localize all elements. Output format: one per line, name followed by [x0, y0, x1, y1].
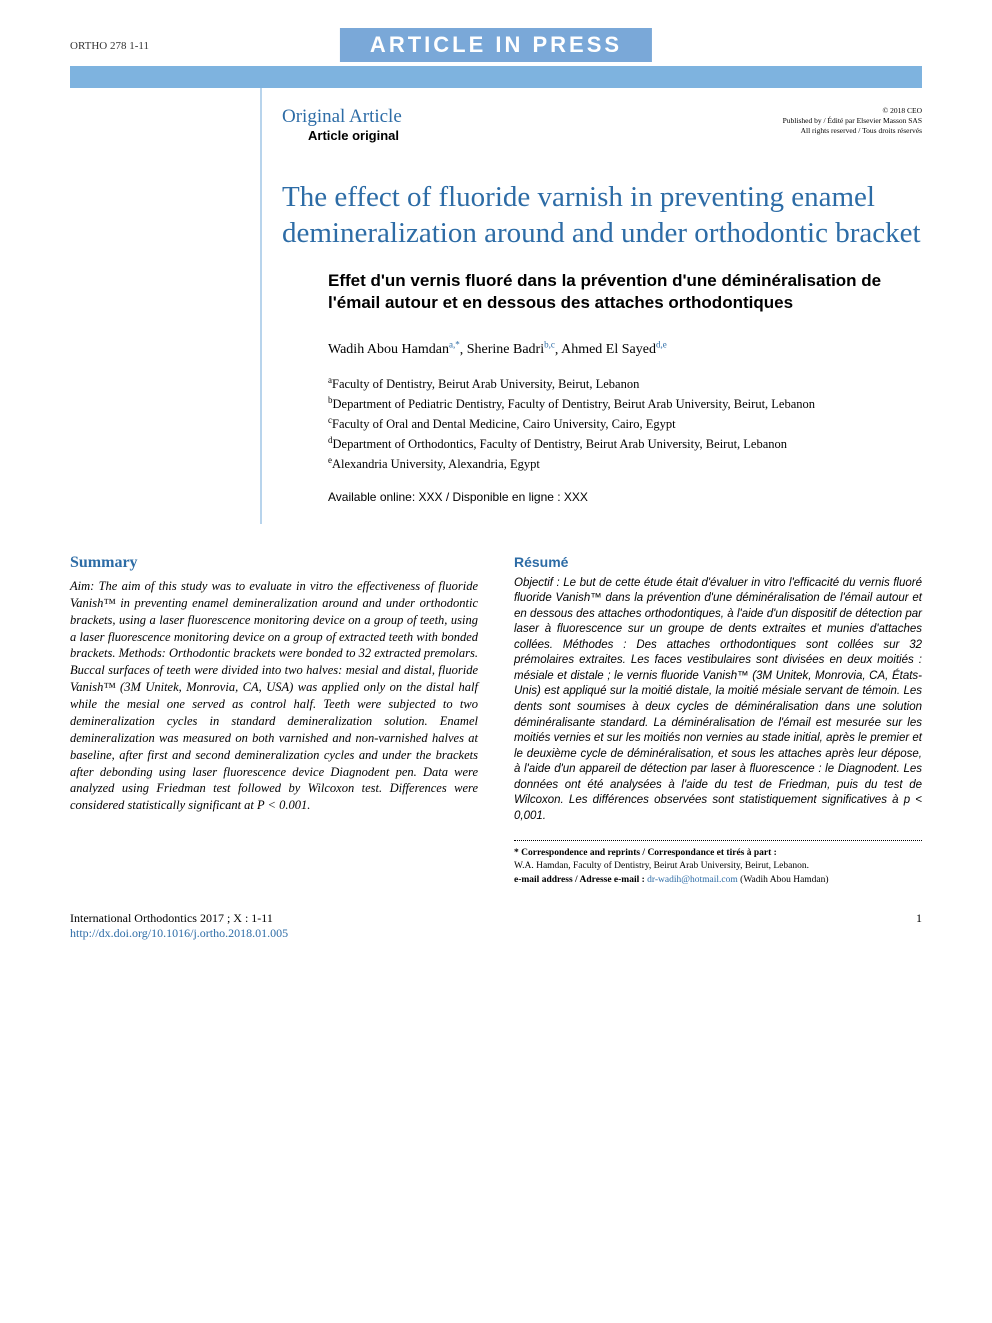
footer-left: International Orthodontics 2017 ; X : 1-… — [70, 911, 288, 941]
article-type-fr: Article original — [308, 128, 402, 143]
affiliation: bDepartment of Pediatric Dentistry, Facu… — [328, 394, 922, 414]
copyright-line: © 2018 CEO — [783, 106, 922, 116]
author: Wadih Abou Hamdana,* — [328, 342, 460, 357]
email-author-name: (Wadih Abou Hamdan) — [740, 875, 828, 885]
copyright-line: Published by / Édité par Elsevier Masson… — [783, 116, 922, 126]
resume-body: Objectif : Le but de cette étude était d… — [514, 576, 922, 824]
article-metadata-card: Original Article Article original © 2018… — [260, 88, 922, 524]
article-title-fr: Effet d'un vernis fluoré dans la prévent… — [328, 270, 922, 314]
summary-body: Aim: The aim of this study was to evalua… — [70, 578, 478, 814]
available-online: Available online: XXX / Disponible en li… — [328, 490, 922, 504]
doi-link[interactable]: http://dx.doi.org/10.1016/j.ortho.2018.0… — [70, 926, 288, 941]
header-ref: ORTHO 278 1-11 — [70, 40, 149, 52]
summary-heading: Summary — [70, 554, 478, 572]
author-affiliation-mark[interactable]: b,c — [544, 340, 555, 350]
article-type-en: Original Article — [282, 106, 402, 128]
authors-list: Wadih Abou Hamdana,*, Sherine Badrib,c, … — [328, 340, 922, 359]
affiliation: cFaculty of Oral and Dental Medicine, Ca… — [328, 414, 922, 434]
affiliations-list: aFaculty of Dentistry, Beirut Arab Unive… — [328, 374, 922, 474]
correspondence-block: * Correspondence and reprints / Correspo… — [514, 840, 922, 887]
author-affiliation-mark[interactable]: a,* — [449, 340, 460, 350]
resume-column: Résumé Objectif : Le but de cette étude … — [514, 554, 922, 887]
email-label: e-mail address / Adresse e-mail : — [514, 875, 645, 885]
author: Ahmed El Sayedd,e — [561, 342, 667, 357]
article-title-en: The effect of fluoride varnish in preven… — [282, 179, 922, 252]
affiliation: eAlexandria University, Alexandria, Egyp… — [328, 454, 922, 474]
correspondence-address: W.A. Hamdan, Faculty of Dentistry, Beiru… — [514, 860, 922, 873]
article-in-press-banner: ARTICLE IN PRESS — [340, 28, 652, 62]
correspondence-label: * Correspondence and reprints / Correspo… — [514, 848, 777, 858]
summary-column: Summary Aim: The aim of this study was t… — [70, 554, 478, 887]
affiliation: aFaculty of Dentistry, Beirut Arab Unive… — [328, 374, 922, 394]
page-number: 1 — [916, 911, 922, 941]
author-affiliation-mark[interactable]: d,e — [656, 340, 667, 350]
email-link[interactable]: dr-wadih@hotmail.com — [647, 875, 738, 885]
affiliation: dDepartment of Orthodontics, Faculty of … — [328, 434, 922, 454]
copyright-line: All rights reserved / Tous droits réserv… — [783, 126, 922, 136]
resume-heading: Résumé — [514, 554, 922, 570]
author: Sherine Badrib,c — [467, 342, 555, 357]
copyright-block: © 2018 CEO Published by / Édité par Else… — [783, 106, 922, 143]
header-color-bar — [70, 66, 922, 88]
journal-citation: International Orthodontics 2017 ; X : 1-… — [70, 911, 288, 926]
